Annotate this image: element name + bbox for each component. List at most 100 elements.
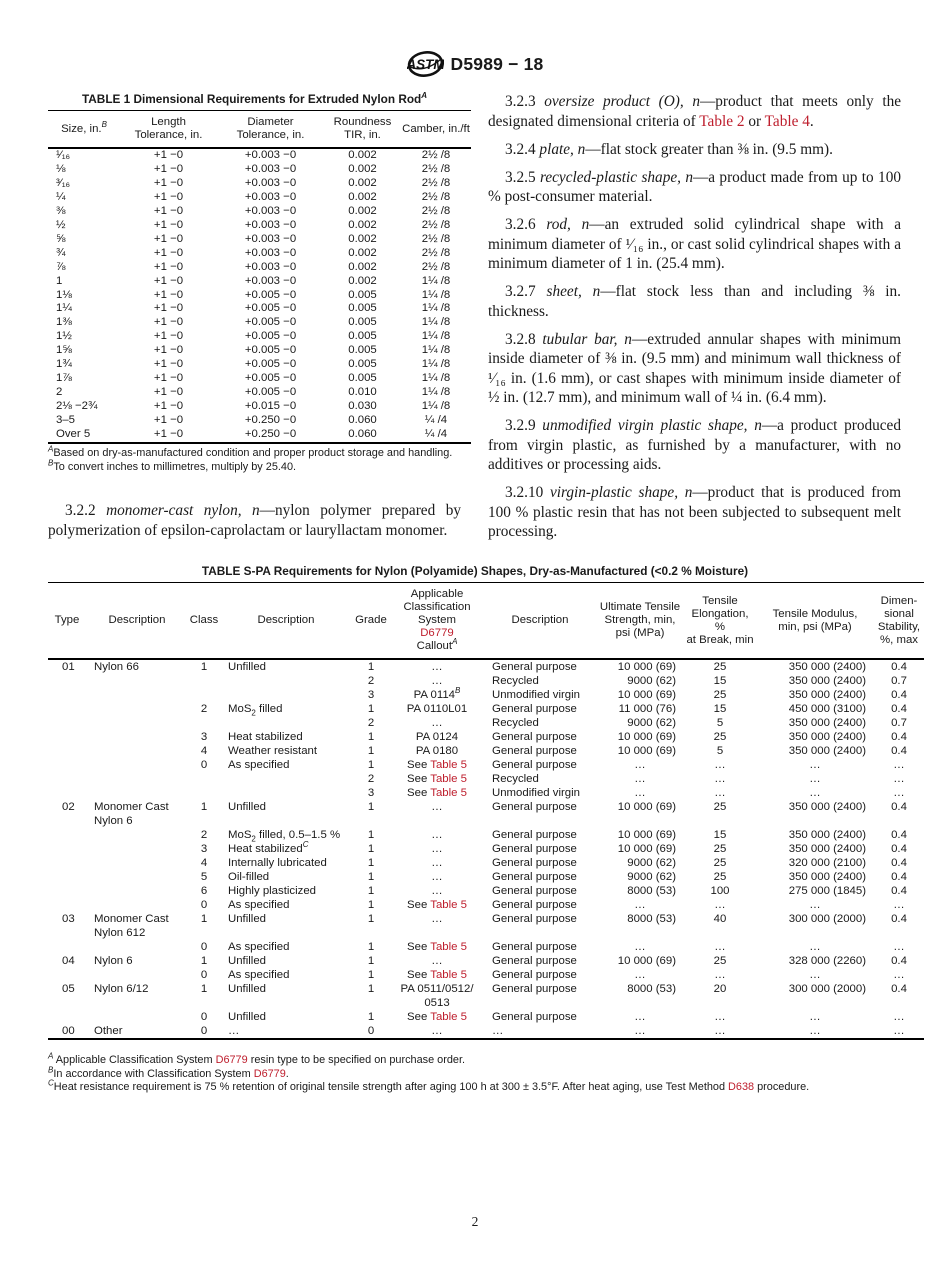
cross-reference-link[interactable]: Table 2 <box>699 112 745 130</box>
table-row: 2 +1 −0 +0.005 −0 0.010 1¼ /8 <box>48 386 471 400</box>
table-cell: 40 <box>713 913 727 925</box>
table-row: 6 Highly plasticized 1 … General purpose 8000… <box>48 884 924 898</box>
table-cell: 0.002 <box>348 218 377 231</box>
table-cell: General purpose <box>492 731 577 743</box>
table-cell <box>48 730 86 744</box>
table-cell: 3 <box>367 787 375 799</box>
table-cell: 320 000 (2100) <box>788 857 866 869</box>
cross-reference-link[interactable]: Table 5 <box>430 969 467 981</box>
cross-reference-link[interactable]: Table 5 <box>430 899 467 911</box>
table-cell: +0.005 −0 <box>244 386 297 399</box>
table-cell <box>48 842 86 856</box>
cross-reference-link[interactable]: D6779 <box>420 627 454 639</box>
table-cell: 0.005 <box>348 358 377 371</box>
left-column: TABLE 1 Dimensional Requirements for Ext… <box>48 92 471 550</box>
table-cell: Monomer Cast Nylon 6 <box>94 801 169 827</box>
table-cell: 1⅜ <box>56 316 72 329</box>
cross-reference-link[interactable]: D638 <box>728 1081 755 1094</box>
header-row: Size, in.B Length Tolerance, in. Diameter To… <box>48 111 471 148</box>
table-cell: … <box>893 759 905 771</box>
table-cell: 0.010 <box>348 386 377 399</box>
table-cell: 0.7 <box>891 675 907 687</box>
table-cell: General purpose <box>492 983 577 995</box>
table-cell: Nylon 6/12 <box>94 983 149 995</box>
table-cell: +0.250 −0 <box>244 428 297 441</box>
table-cell: 350 000 (2400) <box>788 745 866 757</box>
table-cell <box>48 758 86 772</box>
table-row: 1⅞ +1 −0 +0.005 −0 0.005 1¼ /8 <box>48 372 471 386</box>
table-cell: General purpose <box>492 801 577 813</box>
table-cell: … <box>893 941 905 953</box>
column-header: Dimen-sional Stability,%, max <box>877 594 921 646</box>
table-cell: 0.002 <box>348 246 377 259</box>
table-cell: 1 <box>200 955 208 967</box>
table-cell <box>48 884 86 898</box>
table-cell: 0.005 <box>348 302 377 315</box>
table-cell: 0.4 <box>891 843 907 855</box>
table-cell: 0.002 <box>348 162 377 175</box>
table-cell: ¹⁄₁₆ <box>56 149 71 161</box>
table-cell: … <box>893 899 905 911</box>
table-cell: 0.060 <box>348 428 377 441</box>
table-cell <box>188 772 220 786</box>
cross-reference-link[interactable]: D6779 <box>215 1054 248 1066</box>
column-header: Ultimate Tensile Strength, min, psi (MPa) <box>599 601 681 639</box>
cross-reference-link[interactable]: Table 5 <box>430 1011 467 1023</box>
table-cell: … <box>714 1011 726 1023</box>
table-cell: +0.005 −0 <box>244 372 297 385</box>
table-cell: See Table 5 <box>407 787 467 799</box>
cross-reference-link[interactable]: Table 5 <box>430 773 467 785</box>
table-cell: 2⅛ −2¾ <box>56 400 98 413</box>
table-cell: General purpose <box>492 969 577 981</box>
table-cell: … <box>809 759 821 771</box>
table-cell <box>86 786 188 800</box>
table-cell: 0.7 <box>891 717 907 729</box>
table-cell: See Table 5 <box>407 1011 467 1023</box>
table-cell <box>48 898 86 912</box>
table-cell: 25 <box>713 871 727 883</box>
table-cell: PA 0110L01 <box>406 703 468 715</box>
table-cell: +0.003 −0 <box>244 190 297 203</box>
table-row: 01 Nylon 66 1 Unfilled 1 … General purpose 10 0… <box>48 659 924 674</box>
spa-table-title: TABLE S-PA Requirements for Nylon (Polya… <box>201 564 749 578</box>
table-cell <box>86 702 188 716</box>
table-cell: Internally lubricated <box>228 857 327 869</box>
table-cell: 3–5 <box>56 414 76 427</box>
table-cell: 1¼ /8 <box>421 372 451 385</box>
cross-reference-link[interactable]: Table 4 <box>764 112 810 130</box>
table-cell: 25 <box>713 661 727 673</box>
cross-reference-link[interactable]: Table 5 <box>430 759 467 771</box>
table-cell: 0.060 <box>348 414 377 427</box>
table-row: ¹⁄₁₆ +1 −0 +0.003 −0 0.002 2½ /8 <box>48 148 471 163</box>
table-cell: 25 <box>713 731 727 743</box>
table-cell <box>48 716 86 730</box>
table-cell: Unfilled <box>228 983 266 995</box>
cross-reference-link[interactable]: Table 5 <box>430 941 467 953</box>
table-cell: 0.4 <box>891 689 907 701</box>
table-cell: 11 000 (76) <box>618 703 676 715</box>
table-cell: Highly plasticized <box>228 885 316 897</box>
column-header: Description <box>511 614 569 626</box>
table-cell: 0 <box>200 899 208 911</box>
table-row: 1⅜ +1 −0 +0.005 −0 0.005 1¼ /8 <box>48 316 471 330</box>
table-cell: 0.4 <box>891 913 907 925</box>
table-cell: 20 <box>713 983 727 995</box>
cross-reference-link[interactable]: Table 5 <box>430 787 467 799</box>
table-cell: +1 −0 <box>153 316 184 329</box>
cross-reference-link[interactable]: D6779 <box>253 1067 286 1080</box>
table-cell: … <box>714 759 726 771</box>
table-cell: … <box>893 969 905 981</box>
table-cell: ⅜ <box>56 204 66 217</box>
table-cell: 03 <box>62 913 75 925</box>
table-row: 1⅝ +1 −0 +0.005 −0 0.005 1¼ /8 <box>48 344 471 358</box>
table-cell: … <box>714 899 726 911</box>
page-header: ASTM D5989 − 18 <box>0 0 950 78</box>
footnote: BTo convert inches to millimetres, multi… <box>48 457 297 473</box>
table-cell <box>188 716 220 730</box>
table-cell: 2½ /8 <box>421 176 451 189</box>
table-cell <box>86 940 188 954</box>
table-cell: +1 −0 <box>153 274 184 287</box>
table-cell: 0 <box>200 941 208 953</box>
table-cell: 2½ /8 <box>421 149 451 161</box>
table-cell: Recycled <box>492 717 539 729</box>
